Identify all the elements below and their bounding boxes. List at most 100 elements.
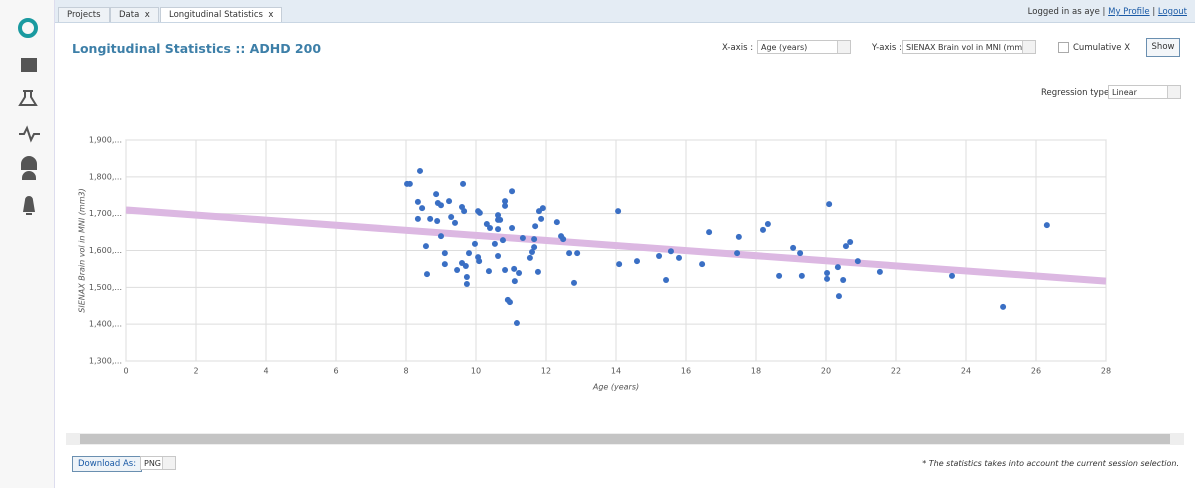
tab[interactable]: Projects bbox=[58, 7, 110, 22]
data-point bbox=[502, 202, 509, 209]
data-point bbox=[835, 293, 842, 300]
data-point bbox=[463, 274, 470, 281]
data-point bbox=[526, 254, 533, 261]
tab-bar bbox=[55, 0, 1195, 23]
y-tick-label: 1,400,... bbox=[89, 320, 122, 329]
data-point bbox=[534, 268, 541, 275]
data-point bbox=[446, 198, 453, 205]
tab-label: Data bbox=[119, 10, 140, 20]
y-tick-label: 1,600,... bbox=[89, 246, 122, 255]
regression-label: Regression type : bbox=[1041, 88, 1115, 98]
data-point bbox=[790, 244, 797, 251]
data-point bbox=[476, 258, 483, 265]
user-bar: Logged in as aye | My Profile | Logout bbox=[1028, 7, 1187, 17]
data-point bbox=[566, 250, 573, 257]
checkbox[interactable] bbox=[1058, 42, 1069, 53]
x-tick-label: 10 bbox=[471, 367, 481, 376]
format-select[interactable]: PNG bbox=[140, 456, 176, 470]
x-tick-label: 6 bbox=[333, 367, 338, 376]
data-point bbox=[519, 234, 526, 241]
data-point bbox=[452, 219, 458, 226]
data-point bbox=[433, 191, 440, 198]
x-tick-label: 22 bbox=[891, 367, 901, 376]
data-point bbox=[414, 198, 421, 205]
tab[interactable]: Data x bbox=[110, 7, 159, 22]
data-point bbox=[422, 243, 429, 250]
tab-close[interactable]: x bbox=[144, 10, 150, 20]
data-point bbox=[441, 261, 448, 268]
data-point bbox=[419, 205, 426, 212]
data-point bbox=[854, 258, 861, 265]
data-point bbox=[797, 250, 804, 257]
x-tick-label: 8 bbox=[403, 367, 408, 376]
x-axis-label: X-axis : bbox=[722, 43, 754, 53]
tab-close[interactable]: x bbox=[268, 10, 274, 20]
data-point bbox=[706, 229, 713, 236]
data-point bbox=[571, 279, 577, 286]
regression-select[interactable]: Linear bbox=[1108, 85, 1181, 99]
tab-label: Projects bbox=[67, 10, 101, 20]
y-tick-label: 1,300,... bbox=[89, 357, 122, 366]
data-point bbox=[434, 218, 441, 225]
flask-icon[interactable] bbox=[18, 90, 38, 106]
download-label[interactable]: Download As: bbox=[72, 456, 143, 472]
x-tick-label: 0 bbox=[123, 367, 128, 376]
data-point bbox=[499, 237, 506, 244]
link[interactable]: Logout bbox=[1157, 7, 1187, 17]
data-point bbox=[513, 320, 520, 327]
data-point bbox=[842, 243, 849, 250]
data-point bbox=[495, 226, 502, 233]
data-point bbox=[824, 275, 831, 282]
data-point bbox=[516, 269, 523, 276]
data-point bbox=[834, 264, 841, 271]
data-point bbox=[511, 265, 518, 272]
data-point bbox=[485, 268, 492, 275]
y-axis-select[interactable]: SIENAX Brain vol in MNI (mm3) bbox=[902, 40, 1036, 54]
data-point bbox=[483, 220, 490, 227]
data-point bbox=[460, 180, 467, 187]
logged-in: Logged in as aye bbox=[1027, 7, 1100, 17]
data-point bbox=[506, 299, 513, 306]
separator: | bbox=[1102, 7, 1106, 17]
x-tick-label: 14 bbox=[611, 367, 621, 376]
data-point bbox=[476, 209, 483, 216]
folder-icon[interactable] bbox=[21, 58, 37, 72]
data-point bbox=[539, 205, 546, 212]
x-tick-label: 28 bbox=[1101, 367, 1111, 376]
support-icon[interactable] bbox=[21, 156, 37, 180]
data-point bbox=[511, 278, 518, 285]
data-point bbox=[471, 240, 478, 247]
data-point bbox=[699, 261, 706, 268]
data-point bbox=[667, 248, 674, 255]
data-point bbox=[876, 268, 883, 275]
footer-note: * The statistics takes into account the … bbox=[922, 459, 1179, 468]
link[interactable]: My Profile bbox=[1108, 7, 1150, 17]
data-point bbox=[615, 208, 622, 215]
x-tick-label: 24 bbox=[961, 367, 971, 376]
x-axis-select[interactable]: Age (years) bbox=[757, 40, 851, 54]
data-point bbox=[509, 225, 516, 232]
cumulative-label: Cumulative X bbox=[1073, 43, 1131, 53]
y-tick-label: 1,500,... bbox=[89, 283, 122, 292]
bell-icon[interactable] bbox=[23, 196, 35, 215]
x-tick-label: 18 bbox=[751, 367, 761, 376]
data-point bbox=[735, 233, 742, 240]
data-point bbox=[776, 272, 783, 279]
data-point bbox=[616, 261, 623, 268]
chart: 1,300,... 1,400,... 1,500,... 1,600,... 1,70… bbox=[78, 136, 1112, 392]
tab[interactable]: Longitudinal Statistics x bbox=[160, 7, 283, 22]
show-button[interactable]: Show bbox=[1146, 38, 1180, 57]
data-point bbox=[424, 271, 430, 278]
data-point bbox=[463, 281, 470, 288]
data-point bbox=[1043, 222, 1050, 229]
pulse-icon[interactable] bbox=[19, 125, 40, 143]
scrollbar[interactable] bbox=[66, 433, 1184, 445]
data-point bbox=[462, 262, 469, 269]
logo[interactable] bbox=[18, 18, 38, 38]
data-point bbox=[532, 223, 539, 230]
scroll-thumb[interactable] bbox=[80, 434, 1170, 444]
data-point bbox=[417, 167, 423, 174]
data-point bbox=[466, 250, 472, 257]
x-tick-label: 16 bbox=[681, 367, 691, 376]
data-point bbox=[448, 213, 455, 220]
